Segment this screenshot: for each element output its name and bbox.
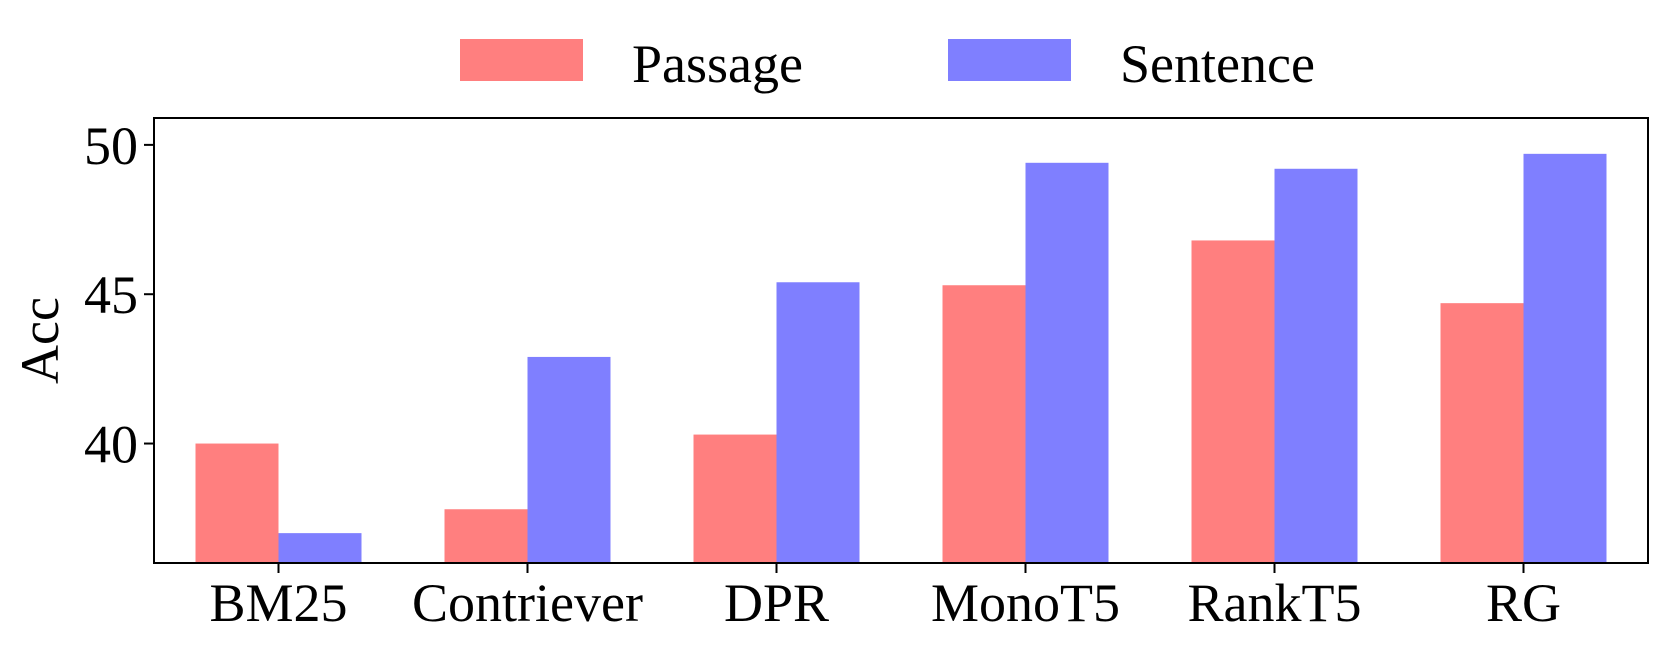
legend-label-sentence: Sentence	[1120, 34, 1315, 94]
y-axis: 40 45 50	[84, 116, 154, 475]
bar-passage-bm25	[195, 443, 279, 563]
bar-sentence-monot5	[1025, 162, 1109, 564]
legend-swatch-sentence	[948, 39, 1071, 81]
bar-passage-contriever	[444, 509, 528, 563]
legend: Passage Sentence	[460, 34, 1315, 94]
x-tick-label: DPR	[724, 573, 829, 633]
bar-sentence-contriever	[527, 356, 611, 563]
bar-passage-rankt5	[1191, 240, 1275, 564]
bar-passage-rg	[1440, 303, 1524, 563]
y-tick-label: 45	[84, 265, 138, 325]
bar-sentence-dpr	[776, 282, 860, 563]
legend-label-passage: Passage	[632, 34, 803, 94]
bar-sentence-rg	[1523, 153, 1607, 563]
bars	[195, 153, 1607, 564]
y-tick-label: 40	[84, 415, 138, 475]
y-axis-title: Acc	[10, 297, 70, 384]
legend-swatch-passage	[460, 39, 583, 81]
x-tick-label: RG	[1486, 573, 1561, 633]
bar-passage-monot5	[942, 285, 1026, 563]
x-tick-label: RankT5	[1188, 573, 1362, 633]
x-tick-label: BM25	[209, 573, 347, 633]
bar-sentence-rankt5	[1274, 168, 1358, 564]
plot-area-frame	[153, 117, 1649, 564]
bar-passage-dpr	[693, 434, 777, 563]
bar-sentence-bm25	[278, 533, 362, 563]
x-tick-label: Contriever	[412, 573, 643, 633]
y-tick-label: 50	[84, 116, 138, 176]
x-axis: BM25 Contriever DPR MonoT5 RankT5 RG	[209, 563, 1561, 633]
x-tick-label: MonoT5	[931, 573, 1120, 633]
